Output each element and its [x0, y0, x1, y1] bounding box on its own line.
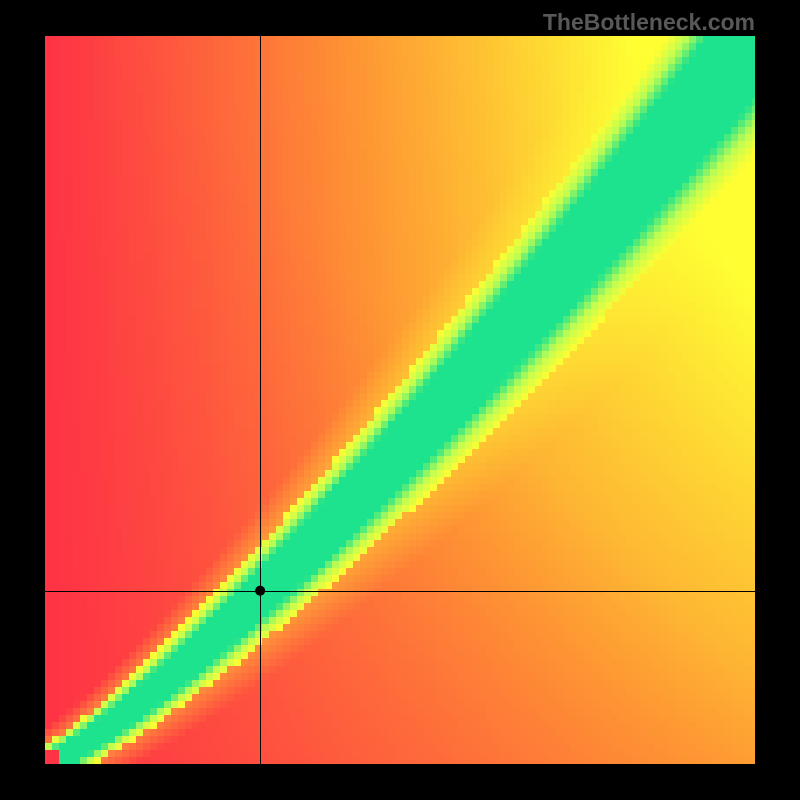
watermark-text: TheBottleneck.com — [543, 9, 755, 36]
bottleneck-heatmap — [0, 0, 800, 800]
